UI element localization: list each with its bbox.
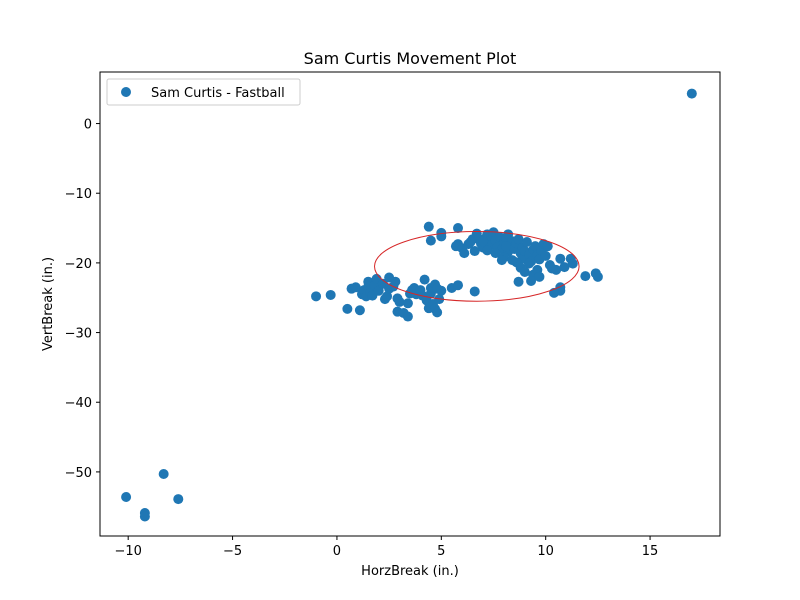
x-tick-label: 10 xyxy=(537,544,554,559)
data-point xyxy=(555,253,566,264)
x-tick-label: −10 xyxy=(114,544,141,559)
data-point xyxy=(501,241,512,252)
data-point xyxy=(686,88,697,99)
axes-frame xyxy=(99,71,721,537)
y-axis-label: VertBreak (in.) xyxy=(41,257,56,351)
data-point xyxy=(542,241,553,252)
x-tick-label: −5 xyxy=(223,544,242,559)
data-point xyxy=(540,250,551,261)
data-point xyxy=(425,235,436,246)
data-point xyxy=(453,280,464,291)
data-point xyxy=(325,289,336,300)
data-point xyxy=(513,276,524,287)
data-point xyxy=(419,274,430,285)
axis-ticks: −10 −5 0 5 10 150−10−20−30−40−50 xyxy=(65,118,659,559)
data-point xyxy=(478,236,489,247)
y-tick-label: −30 xyxy=(65,327,92,342)
ellipse-annotation xyxy=(374,231,580,302)
data-point xyxy=(513,234,524,245)
x-axis-label: HorzBreak (in.) xyxy=(361,564,459,579)
data-point xyxy=(390,276,401,287)
data-point xyxy=(382,291,393,302)
legend-marker xyxy=(121,87,131,97)
data-point xyxy=(459,248,470,259)
data-point xyxy=(469,246,480,257)
x-tick-label: 0 xyxy=(333,544,341,559)
legend: Sam Curtis - Fastball xyxy=(106,78,301,106)
plot-area xyxy=(121,88,697,522)
x-tick-label: 15 xyxy=(642,544,659,559)
legend-entry-label: Sam Curtis - Fastball xyxy=(151,86,285,101)
data-point xyxy=(521,236,532,247)
data-point xyxy=(482,245,493,256)
data-point xyxy=(469,286,480,297)
x-tick-label: 5 xyxy=(437,544,445,559)
data-point xyxy=(496,255,507,266)
data-point xyxy=(311,291,322,302)
data-point xyxy=(523,258,534,269)
y-tick-label: −50 xyxy=(65,466,92,481)
data-point xyxy=(342,303,353,314)
data-point xyxy=(551,264,562,275)
y-tick-label: −20 xyxy=(65,257,92,272)
data-point xyxy=(121,491,132,502)
data-point xyxy=(139,511,150,522)
data-point xyxy=(580,271,591,282)
data-point xyxy=(534,271,545,282)
data-point xyxy=(432,307,443,318)
data-point xyxy=(354,305,365,316)
data-point xyxy=(350,282,361,293)
data-point xyxy=(423,221,434,232)
data-point xyxy=(173,494,184,505)
data-point xyxy=(592,271,603,282)
data-point xyxy=(519,266,530,277)
y-tick-label: −10 xyxy=(65,187,92,202)
data-point xyxy=(526,276,537,287)
chart-title: Sam Curtis Movement Plot xyxy=(304,49,517,68)
data-point xyxy=(402,298,413,309)
data-point xyxy=(158,468,169,479)
data-point xyxy=(432,283,443,294)
data-point xyxy=(490,248,501,259)
data-point xyxy=(394,296,405,307)
data-point xyxy=(559,262,570,273)
data-point xyxy=(507,255,518,266)
data-point xyxy=(402,311,413,322)
legend-box xyxy=(106,78,301,106)
y-tick-label: 0 xyxy=(84,118,92,133)
y-tick-label: −40 xyxy=(65,396,92,411)
data-point xyxy=(453,223,464,234)
data-point xyxy=(567,258,578,269)
data-point xyxy=(465,236,476,247)
